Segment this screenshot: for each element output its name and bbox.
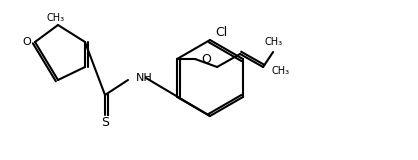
Text: CH₃: CH₃ — [271, 66, 289, 76]
Text: Cl: Cl — [215, 25, 227, 39]
Text: O: O — [23, 37, 31, 47]
Text: O: O — [201, 52, 211, 65]
Text: NH: NH — [136, 73, 153, 83]
Text: S: S — [101, 116, 109, 129]
Text: CH₃: CH₃ — [47, 13, 65, 23]
Text: CH₃: CH₃ — [264, 37, 282, 47]
